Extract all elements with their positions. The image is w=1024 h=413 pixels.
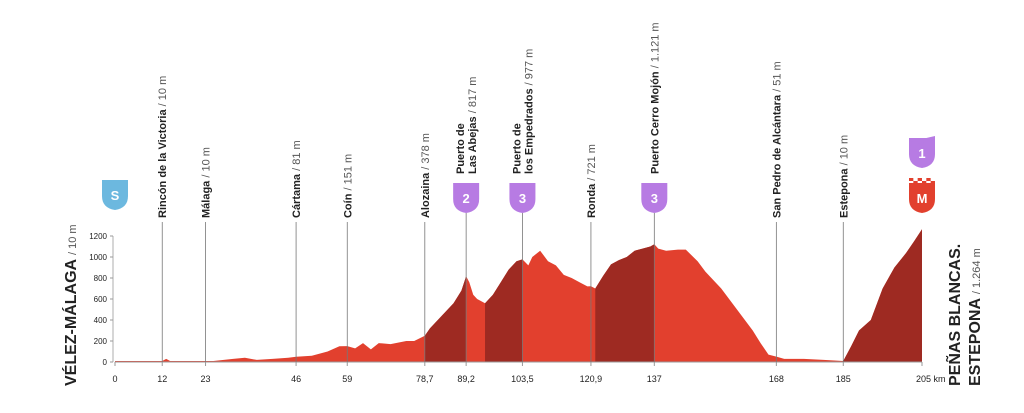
- finish-name: ESTEPONA: [967, 298, 984, 386]
- waypoint-label: Coín / 151 m: [342, 154, 354, 218]
- climb-shading: [595, 244, 655, 362]
- checker: [921, 181, 927, 184]
- climb-badge: [509, 183, 536, 213]
- x-tick-label: 137: [647, 374, 662, 384]
- x-tick-label: 185: [836, 374, 851, 384]
- waypoint-label: Ronda / 721 m: [586, 144, 598, 218]
- finish-climb-badge-text: 1: [918, 146, 925, 161]
- waypoint-label: San Pedro de Alcántara / 51 m: [771, 61, 783, 218]
- start-badge-text: S: [111, 188, 120, 203]
- x-tick-label: 78,7: [416, 374, 434, 384]
- waypoint-name: Estepona: [838, 168, 850, 218]
- waypoint-name: San Pedro de Alcántara: [771, 94, 783, 218]
- x-tick-label: 23: [201, 374, 211, 384]
- waypoint-label: Puerto de: [511, 123, 523, 174]
- climb-shading: [843, 229, 922, 362]
- start-name: VÉLEZ-MÁLAGA: [61, 258, 80, 386]
- x-tick-label: 46: [291, 374, 301, 384]
- waypoint-label: Cártama / 81 m: [291, 140, 303, 218]
- finish-elev: / 1.264 m: [971, 248, 983, 294]
- checker: [930, 181, 935, 184]
- x-tick-label: 0: [112, 374, 117, 384]
- waypoint-label: Alozaina / 378 m: [420, 133, 432, 218]
- waypoint-elev: / 151 m: [342, 154, 354, 191]
- waypoint-label: los Empedrados / 977 m: [523, 49, 535, 174]
- start-elev: / 10 m: [67, 224, 79, 255]
- waypoint-label: Rincón de la Victoria / 10 m: [157, 76, 169, 218]
- y-tick-label: 400: [94, 316, 108, 325]
- finish-badge: [909, 183, 935, 213]
- waypoint-elev: / 378 m: [420, 133, 432, 170]
- waypoint-name: Puerto de: [511, 123, 523, 174]
- x-tick-label: 59: [342, 374, 352, 384]
- waypoint-elev: / 1.121 m: [649, 22, 661, 68]
- waypoint-elev: / 10 m: [201, 147, 213, 178]
- waypoint-elev: / 721 m: [586, 144, 598, 181]
- climb-shading: [485, 259, 523, 362]
- waypoint-name: Las Abejas: [467, 116, 479, 174]
- waypoint-name: Ronda: [586, 183, 598, 218]
- waypoint-name: Coín: [342, 193, 354, 218]
- checker: [913, 181, 918, 184]
- y-tick-label: 0: [103, 358, 108, 367]
- waypoint-label: Puerto Cerro Mojón / 1.121 m: [649, 22, 661, 174]
- checker: [926, 178, 931, 181]
- waypoint-elev: / 81 m: [291, 140, 303, 171]
- finish-flag-top: [909, 136, 935, 146]
- waypoint-label: Estepona / 10 m: [838, 135, 850, 218]
- x-tick-label: 168: [769, 374, 784, 384]
- x-tick-label: 89,2: [457, 374, 475, 384]
- waypoint-name: Puerto Cerro Mojón: [649, 71, 661, 174]
- climb-badge: [453, 183, 480, 213]
- climb-badge: [641, 183, 668, 213]
- y-tick-label: 1200: [89, 232, 107, 241]
- finish-badge-text: M: [917, 191, 928, 206]
- x-tick-label: 120,9: [580, 374, 603, 384]
- finish-name: PEÑAS BLANCAS.: [944, 244, 964, 386]
- waypoint-name: Puerto de: [455, 123, 467, 174]
- waypoint-name: Alozaina: [420, 172, 432, 218]
- waypoint-elev: / 817 m: [467, 77, 479, 114]
- y-tick-label: 600: [94, 295, 108, 304]
- waypoint-elev: / 977 m: [523, 49, 535, 86]
- finish-label: ESTEPONA / 1.264 m: [967, 248, 984, 386]
- climb-badge-text: 3: [651, 191, 658, 206]
- x-tick-label: 103,5: [511, 374, 534, 384]
- waypoint-name: los Empedrados: [523, 88, 535, 174]
- climb-badge-text: 2: [463, 191, 470, 206]
- waypoint-name: Rincón de la Victoria: [157, 109, 169, 218]
- x-tick-label: 12: [157, 374, 167, 384]
- waypoint-label: Málaga / 10 m: [201, 147, 213, 218]
- waypoint-name: Cártama: [291, 173, 303, 218]
- finish-climb-badge: [909, 138, 935, 168]
- finish-label: PEÑAS BLANCAS.: [944, 244, 964, 386]
- x-tick-label: 205 km: [916, 374, 946, 384]
- waypoint-label: Las Abejas / 817 m: [467, 77, 479, 174]
- climb-shading: [424, 276, 467, 362]
- start-badge: [102, 180, 128, 210]
- waypoint-elev: / 10 m: [157, 76, 169, 107]
- start-label: VÉLEZ-MÁLAGA / 10 m: [61, 224, 80, 386]
- checker: [917, 178, 922, 181]
- checker: [909, 178, 914, 181]
- waypoint-name: Málaga: [201, 180, 213, 218]
- y-tick-label: 800: [94, 274, 108, 283]
- waypoint-elev: / 51 m: [771, 61, 783, 92]
- waypoint-label: Puerto de: [455, 123, 467, 174]
- climb-badge-text: 3: [519, 191, 526, 206]
- y-tick-label: 1000: [89, 253, 107, 262]
- y-tick-label: 200: [94, 337, 108, 346]
- waypoint-elev: / 10 m: [838, 135, 850, 166]
